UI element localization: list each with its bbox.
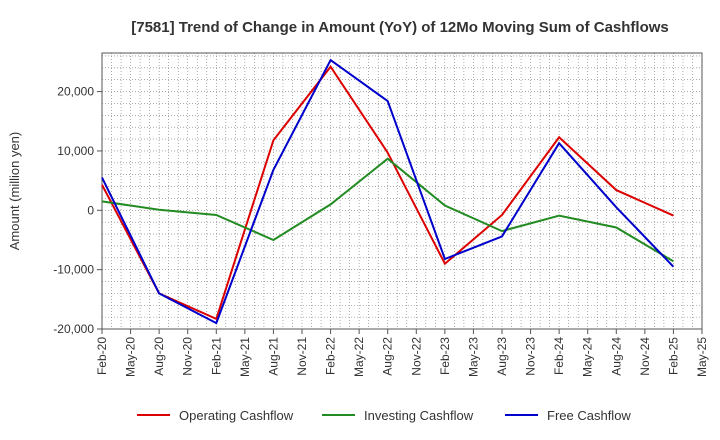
x-axis-ticks: Feb-20 May-20 Aug-20 Nov-20 Feb-21 May-21 Aug-… (95, 329, 709, 377)
x-tick-label: Aug-23 (495, 337, 509, 376)
x-tick-label: Nov-20 (181, 337, 195, 376)
y-tick-label: 20,000 (57, 85, 94, 99)
legend-label: Free Cashflow (547, 408, 631, 423)
y-tick-label: -10,000 (53, 263, 94, 277)
x-tick-label: Aug-24 (609, 337, 623, 376)
y-tick-label: 10,000 (57, 144, 94, 158)
x-tick-label: Feb-20 (95, 337, 109, 375)
x-tick-label: Aug-22 (381, 337, 395, 376)
x-tick-label: Nov-24 (638, 337, 652, 376)
x-tick-label: Nov-21 (295, 337, 309, 376)
x-tick-label: Aug-21 (266, 337, 280, 376)
x-tick-label: May-20 (124, 337, 138, 377)
x-tick-label: Nov-22 (409, 337, 423, 376)
x-tick-label: May-22 (352, 337, 366, 377)
legend-label: Investing Cashflow (364, 408, 474, 423)
y-axis-ticks: -20,000 -10,000 0 10,000 20,000 (53, 85, 102, 336)
legend-label: Operating Cashflow (179, 408, 294, 423)
series-line-operating-cashflow (101, 64, 674, 321)
x-tick-label: Feb-24 (552, 337, 566, 375)
x-tick-label: May-23 (466, 337, 480, 377)
legend: Operating Cashflow Investing Cashflow Free… (137, 408, 631, 423)
y-axis-label: Amount (million yen) (7, 132, 22, 251)
x-tick-label: Nov-23 (524, 337, 538, 376)
x-tick-label: Feb-21 (209, 337, 223, 375)
series-line-investing-cashflow (101, 157, 674, 263)
x-tick-label: May-25 (695, 337, 709, 377)
chart-title: [7581] Trend of Change in Amount (YoY) o… (131, 19, 669, 36)
y-tick-label: 0 (87, 203, 94, 217)
x-tick-label: Feb-23 (438, 337, 452, 375)
series-line-free-cashflow (101, 58, 675, 325)
x-tick-label: May-21 (238, 337, 252, 377)
plot-frame (101, 52, 703, 330)
x-tick-label: May-24 (581, 337, 595, 377)
x-tick-label: Feb-25 (666, 337, 680, 375)
x-tick-label: Aug-20 (152, 337, 166, 376)
y-tick-label: -20,000 (53, 322, 94, 336)
series-lines (101, 58, 675, 325)
x-tick-label: Feb-22 (324, 337, 338, 375)
grid (102, 53, 702, 329)
